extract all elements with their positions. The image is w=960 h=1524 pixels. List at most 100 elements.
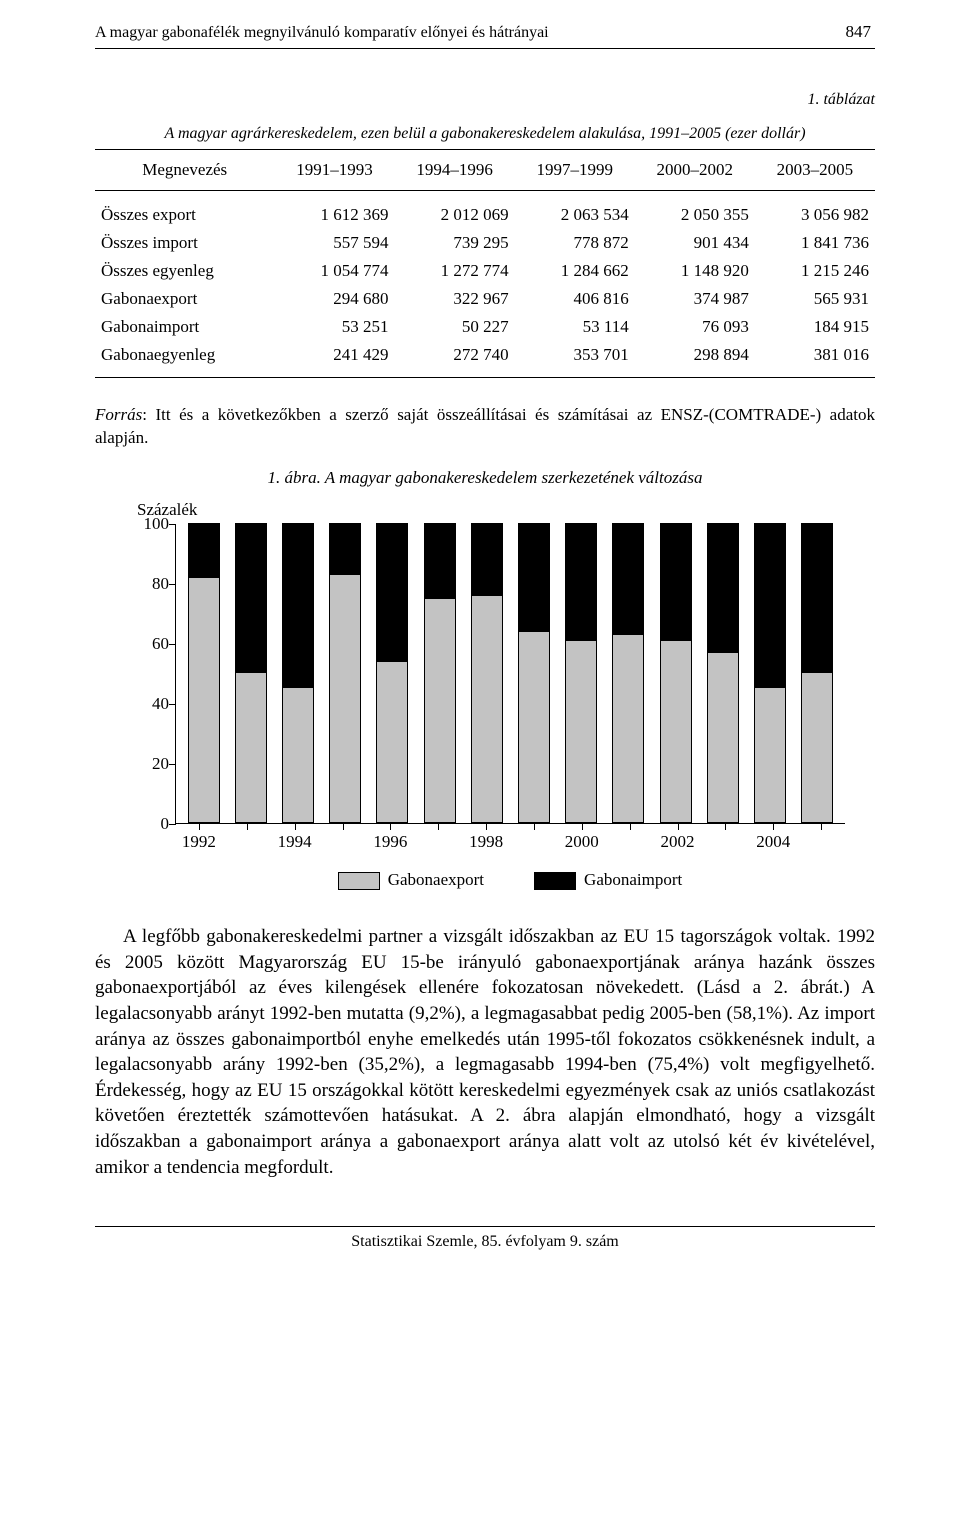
x-tick-label: 1992 xyxy=(182,832,216,852)
bar-chart: Százalék 100806040200 1992 1994 1996 1998 20… xyxy=(127,500,875,890)
x-tick-label: 2002 xyxy=(661,832,695,852)
y-axis: 100806040200 xyxy=(127,524,175,824)
x-tick-mark xyxy=(438,824,439,830)
data-table: Megnevezés 1991–1993 1994–1996 1997–1999… xyxy=(95,149,875,378)
x-tick-mark xyxy=(247,824,248,830)
table-col-4: 2000–2002 xyxy=(635,150,755,191)
table-row: Összes export1 612 3692 012 0692 063 534… xyxy=(95,191,875,230)
x-tick-mark xyxy=(773,824,774,830)
cell: 272 740 xyxy=(395,341,515,378)
table-col-0: Megnevezés xyxy=(95,150,274,191)
bar-segment-export xyxy=(708,652,738,822)
bar xyxy=(707,524,739,823)
cell: 353 701 xyxy=(515,341,635,378)
bar xyxy=(235,524,267,823)
cell: 901 434 xyxy=(635,229,755,257)
bar-segment-export xyxy=(236,672,266,822)
bar-segment-export xyxy=(425,598,455,822)
bar xyxy=(329,524,361,823)
cell: 406 816 xyxy=(515,285,635,313)
x-tick-label: 2000 xyxy=(565,832,599,852)
cell: 294 680 xyxy=(274,285,394,313)
bar xyxy=(471,524,503,823)
bar-segment-export xyxy=(802,672,832,822)
table-row: Összes import557 594739 295778 872901 43… xyxy=(95,229,875,257)
bar-segment-import xyxy=(189,524,219,577)
bar-segment-export xyxy=(330,574,360,822)
footer-rule xyxy=(95,1226,875,1227)
table-row: Gabonaexport294 680322 967406 816374 987… xyxy=(95,285,875,313)
table-col-5: 2003–2005 xyxy=(755,150,875,191)
table-row: Gabonaimport53 25150 22753 11476 093184 … xyxy=(95,313,875,341)
x-tick-mark xyxy=(630,824,631,830)
cell: 184 915 xyxy=(755,313,875,341)
x-tick-mark xyxy=(390,824,391,830)
table-col-1: 1991–1993 xyxy=(274,150,394,191)
cell: 322 967 xyxy=(395,285,515,313)
cell: 739 295 xyxy=(395,229,515,257)
cell: 53 251 xyxy=(274,313,394,341)
legend-swatch-export xyxy=(338,872,380,890)
legend-label-export: Gabonaexport xyxy=(388,870,484,889)
row-label: Gabonaexport xyxy=(95,285,274,313)
bar-segment-import xyxy=(613,524,643,634)
x-tick-mark xyxy=(725,824,726,830)
cell: 76 093 xyxy=(635,313,755,341)
row-label: Összes import xyxy=(95,229,274,257)
x-tick-label: 1998 xyxy=(469,832,503,852)
y-axis-label: Százalék xyxy=(137,500,875,520)
bar-segment-import xyxy=(236,524,266,673)
x-tick-label: 2004 xyxy=(756,832,790,852)
cell: 778 872 xyxy=(515,229,635,257)
cell: 381 016 xyxy=(755,341,875,378)
cell: 2 012 069 xyxy=(395,191,515,230)
cell: 2 050 355 xyxy=(635,191,755,230)
page-number: 847 xyxy=(846,22,876,42)
plot-area xyxy=(175,524,845,824)
bar-segment-export xyxy=(189,577,219,822)
bar-segment-import xyxy=(755,524,785,687)
cell: 1 148 920 xyxy=(635,257,755,285)
source-note: Forrás: Itt és a következőkben a szerző … xyxy=(95,404,875,450)
x-tick-label: 1996 xyxy=(373,832,407,852)
cell: 1 284 662 xyxy=(515,257,635,285)
bar-segment-import xyxy=(283,524,313,687)
cell: 565 931 xyxy=(755,285,875,313)
cell: 1 612 369 xyxy=(274,191,394,230)
running-title: A magyar gabonafélék megnyilvánuló kompa… xyxy=(95,24,549,42)
x-axis: 1992 1994 1996 1998 2000 2002 2004 xyxy=(175,824,845,858)
bar-segment-export xyxy=(472,595,502,822)
bar xyxy=(188,524,220,823)
row-label: Összes egyenleg xyxy=(95,257,274,285)
table-row: Összes egyenleg1 054 7741 272 7741 284 6… xyxy=(95,257,875,285)
cell: 241 429 xyxy=(274,341,394,378)
row-label: Gabonaegyenleg xyxy=(95,341,274,378)
legend-swatch-import xyxy=(534,872,576,890)
bar-segment-export xyxy=(283,687,313,822)
bar xyxy=(282,524,314,823)
bar-segment-export xyxy=(519,631,549,822)
chart-legend: Gabonaexport Gabonaimport xyxy=(175,870,845,890)
cell: 53 114 xyxy=(515,313,635,341)
cell: 374 987 xyxy=(635,285,755,313)
table-row: Gabonaegyenleg241 429272 740353 701298 8… xyxy=(95,341,875,378)
bar-segment-import xyxy=(425,524,455,598)
cell: 557 594 xyxy=(274,229,394,257)
x-tick-mark xyxy=(678,824,679,830)
bar xyxy=(424,524,456,823)
cell: 50 227 xyxy=(395,313,515,341)
running-header: A magyar gabonafélék megnyilvánuló kompa… xyxy=(95,0,875,49)
cell: 1 272 774 xyxy=(395,257,515,285)
x-tick-mark xyxy=(821,824,822,830)
row-label: Gabonaimport xyxy=(95,313,274,341)
bar-segment-import xyxy=(661,524,691,640)
bar xyxy=(754,524,786,823)
cell: 1 841 736 xyxy=(755,229,875,257)
bar-segment-import xyxy=(330,524,360,574)
source-lead: Forrás xyxy=(95,405,142,424)
x-tick-label: 1994 xyxy=(278,832,312,852)
cell: 2 063 534 xyxy=(515,191,635,230)
x-tick-mark xyxy=(343,824,344,830)
figure-caption: 1. ábra. A magyar gabonakereskedelem sze… xyxy=(95,468,875,488)
legend-item-import: Gabonaimport xyxy=(534,870,682,890)
